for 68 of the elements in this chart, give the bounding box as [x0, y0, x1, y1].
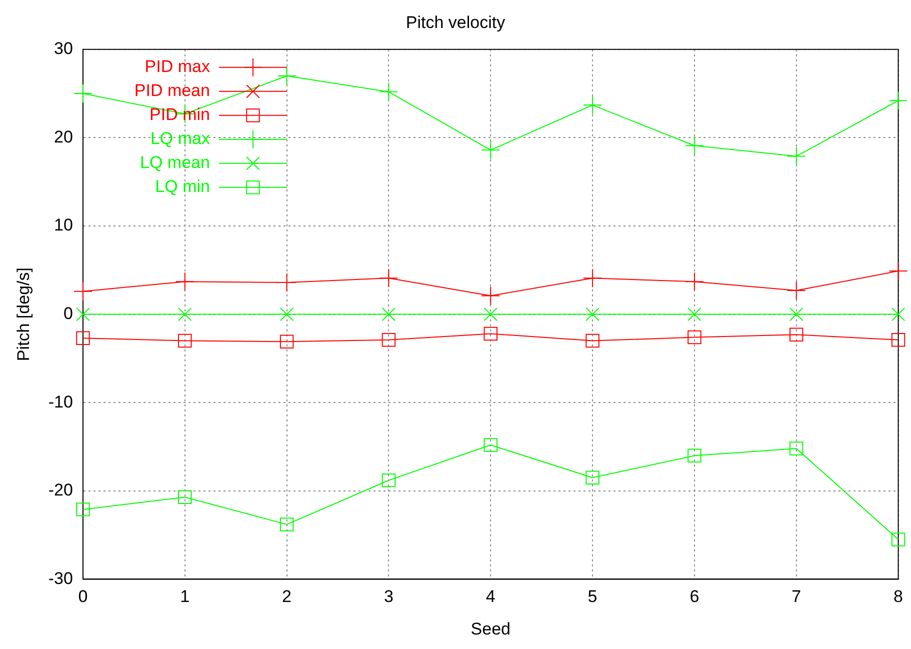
point — [76, 502, 90, 516]
point — [73, 84, 92, 104]
x-tick-label: 2 — [282, 587, 292, 606]
point — [586, 470, 600, 485]
point — [76, 331, 90, 346]
point — [178, 307, 192, 322]
point — [277, 273, 296, 292]
legend-label: PID mean — [134, 81, 210, 100]
point — [481, 286, 500, 306]
point — [891, 333, 906, 347]
point — [484, 307, 498, 322]
point — [280, 307, 294, 322]
point — [280, 334, 294, 349]
y-tick-label: 20 — [54, 127, 73, 146]
y-tick-label: 30 — [54, 39, 73, 58]
point — [688, 307, 702, 322]
point — [382, 307, 396, 322]
point — [586, 307, 600, 322]
x-tick-label: 7 — [792, 587, 802, 606]
point — [688, 448, 702, 462]
point — [481, 140, 500, 160]
point — [684, 136, 704, 156]
point — [789, 307, 804, 322]
point — [586, 334, 600, 348]
legend-label: PID max — [144, 57, 210, 76]
y-axis-title: Pitch [deg/s] — [14, 268, 33, 362]
point — [484, 438, 498, 452]
point — [280, 518, 294, 532]
y-tick-label: 10 — [54, 216, 73, 235]
y-tick-label: -10 — [48, 392, 73, 412]
x-axis-title: Seed — [470, 619, 510, 638]
point — [891, 532, 906, 546]
point — [73, 282, 92, 301]
x-tick-label: 1 — [180, 587, 190, 606]
point — [583, 96, 602, 115]
x-tick-label: 4 — [486, 587, 496, 606]
point — [277, 66, 296, 86]
legend-label: LQ min — [155, 177, 210, 196]
point — [786, 146, 806, 166]
point — [789, 442, 804, 456]
y-tick-label: -20 — [48, 480, 73, 500]
x-tick-label: 6 — [690, 587, 700, 606]
point — [178, 334, 192, 348]
y-tick-label: -30 — [48, 568, 73, 588]
point — [888, 91, 908, 110]
point — [888, 262, 908, 281]
x-tick-label: 0 — [78, 587, 88, 606]
point — [891, 307, 906, 322]
point — [76, 307, 90, 322]
chart-title: Pitch velocity — [406, 12, 506, 32]
x-tick-label: 5 — [588, 587, 598, 606]
point — [484, 326, 498, 341]
point — [786, 280, 806, 300]
point — [379, 82, 398, 102]
x-tick-label: 8 — [894, 587, 904, 606]
point — [583, 268, 602, 288]
point — [684, 272, 704, 292]
point — [178, 490, 192, 504]
point — [382, 333, 396, 347]
x-tick-label: 3 — [384, 587, 394, 606]
point — [688, 330, 702, 344]
point — [382, 473, 396, 488]
legend-label: LQ mean — [140, 153, 210, 172]
point — [175, 272, 194, 292]
legend-label: LQ max — [150, 129, 210, 148]
point — [379, 268, 398, 288]
point — [789, 328, 804, 342]
y-tick-label: 0 — [64, 304, 73, 323]
